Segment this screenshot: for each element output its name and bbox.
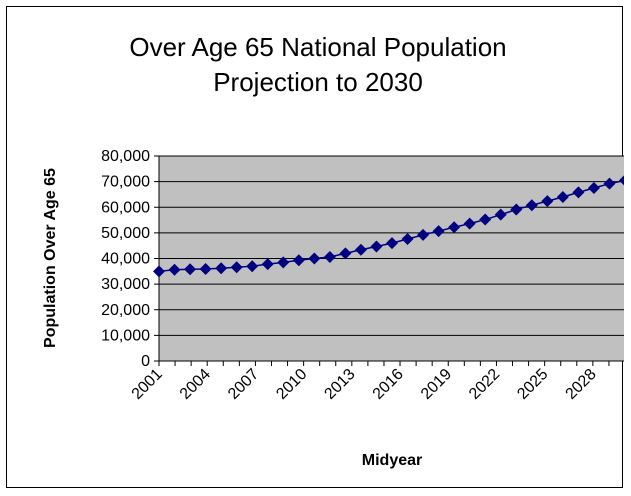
data-point-0-26	[556, 191, 569, 203]
data-point-0-14	[370, 240, 383, 253]
series-group	[153, 175, 624, 278]
data-point-0-28	[587, 182, 600, 195]
data-point-0-7	[261, 258, 274, 271]
data-point-0-21	[479, 213, 492, 226]
y-tick-label-8: 80,000	[101, 148, 150, 165]
y-tick-label-4: 40,000	[101, 251, 150, 268]
y-tick-label-1: 10,000	[101, 327, 150, 344]
chart-svg: Over Age 65 National Population Projecti…	[42, 32, 624, 469]
data-point-0-0	[153, 265, 165, 278]
y-tick-label-0: 0	[141, 353, 150, 370]
y-tick-label-2: 20,000	[101, 302, 150, 319]
x-tick-label-3: 2010	[273, 366, 310, 403]
y-tick-label-3: 30,000	[101, 276, 150, 293]
y-tick-label-7: 70,000	[101, 174, 150, 191]
data-point-0-19	[448, 221, 461, 234]
y-axis: 0 10,000 20,000 30,000 40,000 50,000 60,000 70,…	[101, 148, 160, 370]
x-tick-label-0: 2001	[129, 366, 166, 403]
x-tick-label-7: 2022	[466, 366, 503, 403]
x-tick-label-8: 2025	[514, 366, 551, 403]
data-point-0-25	[541, 195, 554, 208]
data-point-0-29	[603, 177, 616, 190]
chart-title-line-2: Projection to 2030	[213, 67, 423, 97]
data-point-0-23	[510, 203, 523, 216]
data-point-0-5	[230, 261, 243, 274]
x-tick-label-4: 2013	[321, 366, 358, 403]
chart-frame: Over Age 65 National Population Projecti…	[6, 6, 624, 488]
chart-title-line-1: Over Age 65 National Population	[129, 32, 506, 62]
x-tick-label-6: 2019	[418, 366, 455, 403]
data-point-0-10	[308, 252, 321, 265]
data-point-0-2	[184, 263, 197, 276]
x-tick-label-1: 2004	[177, 366, 214, 403]
y-axis-title: Population Over Age 65	[42, 168, 59, 348]
y-tick-label-6: 60,000	[101, 199, 150, 216]
data-point-0-30	[619, 175, 624, 186]
data-point-0-20	[463, 217, 476, 230]
data-point-0-9	[292, 254, 305, 267]
data-point-0-8	[277, 256, 290, 269]
x-axis-title: Midyear	[362, 452, 422, 469]
data-point-0-18	[432, 225, 445, 238]
data-point-0-11	[323, 250, 336, 263]
data-point-0-24	[525, 199, 538, 212]
data-point-0-17	[417, 228, 430, 241]
x-tick-label-5: 2016	[370, 366, 407, 403]
data-point-0-16	[401, 233, 414, 246]
data-point-0-3	[199, 263, 212, 276]
data-point-0-12	[339, 247, 352, 260]
x-axis: 2001 2004 2007 2010 2013 2016 2019 2022 2025 2028	[129, 360, 624, 403]
data-point-0-15	[386, 237, 398, 250]
data-point-0-27	[572, 186, 585, 199]
data-point-0-6	[246, 260, 259, 273]
grid-lines	[159, 155, 624, 336]
x-tick-label-2: 2007	[225, 366, 262, 403]
data-point-0-22	[494, 208, 507, 221]
data-point-0-4	[215, 262, 228, 275]
y-tick-label-5: 50,000	[101, 225, 150, 242]
data-point-0-1	[168, 263, 181, 276]
data-point-0-13	[354, 243, 367, 256]
x-tick-label-9: 2028	[563, 366, 600, 403]
